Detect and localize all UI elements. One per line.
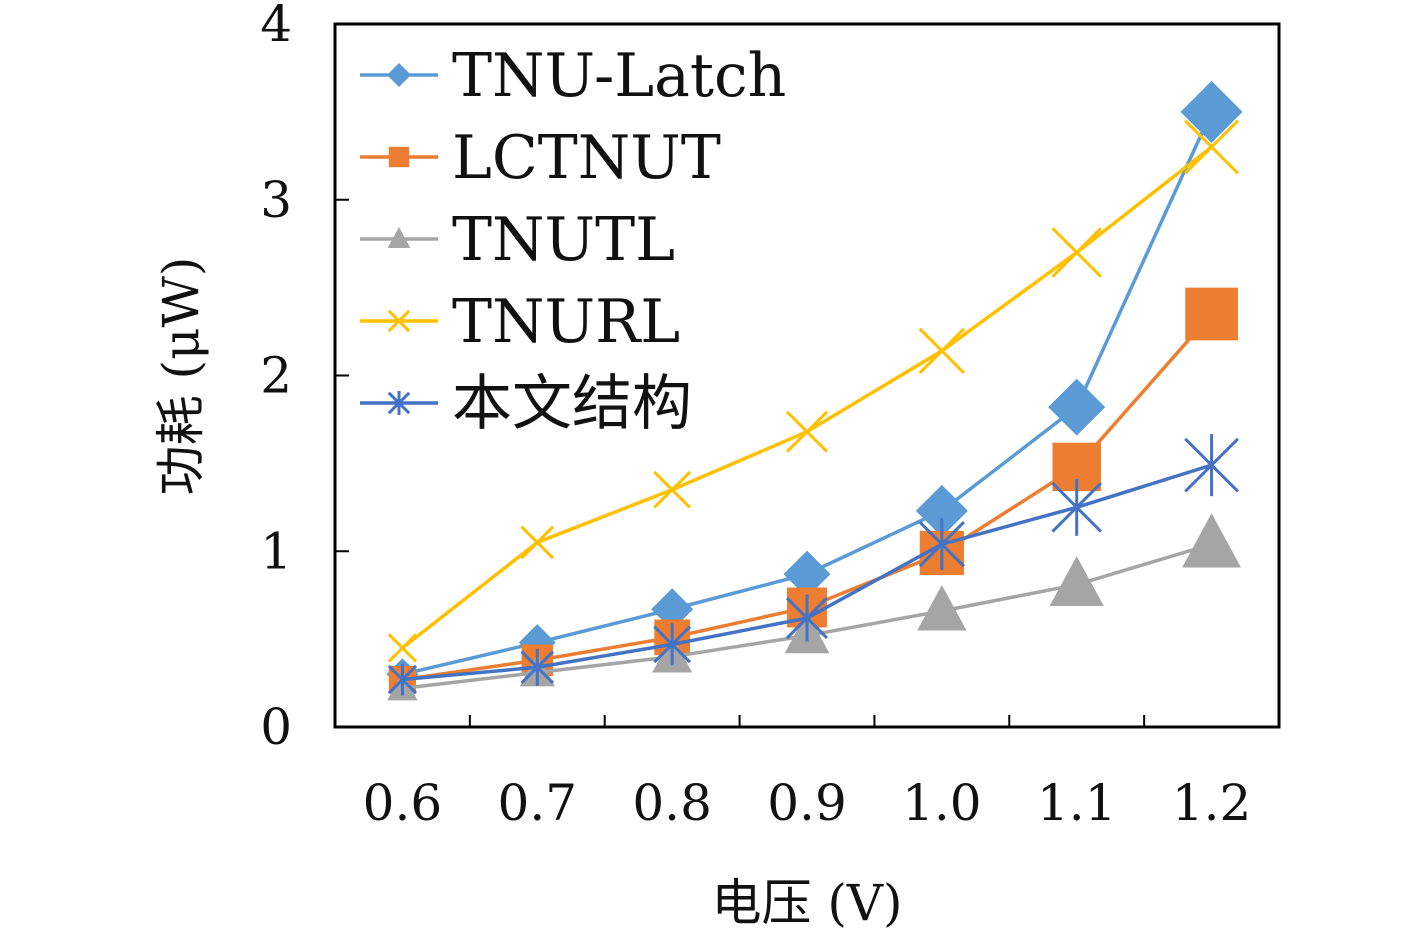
legend: TNU-Latch LCTNUT TNUTL TNURL 本文结构 <box>360 41 786 439</box>
data-point <box>520 525 555 560</box>
x-tick-label: 1.1 <box>1037 774 1117 832</box>
legend-label: 本文结构 <box>452 369 692 439</box>
x-tick-label: 0.9 <box>767 774 847 832</box>
legend-label: TNURL <box>452 287 680 357</box>
legend-label: TNU-Latch <box>452 41 786 111</box>
data-point <box>1184 119 1239 175</box>
x-tick-label: 0.7 <box>498 774 578 832</box>
data-point <box>1184 434 1239 497</box>
data-point <box>917 585 967 631</box>
x-tick-label: 1.2 <box>1172 774 1252 832</box>
y-tick-label: 4 <box>260 0 292 53</box>
legend-label: TNUTL <box>452 205 675 275</box>
data-point <box>1180 80 1243 143</box>
data-point <box>1185 287 1238 341</box>
legend-item: 本文结构 <box>360 369 692 439</box>
x-axis-title: 电压 (V) <box>711 874 902 932</box>
x-tick-label: 0.6 <box>363 774 443 832</box>
data-point <box>1051 227 1103 278</box>
y-tick-label: 1 <box>260 522 292 580</box>
data-point <box>915 484 968 537</box>
data-point <box>918 327 966 375</box>
data-point <box>1048 378 1106 436</box>
legend-item: TNU-Latch <box>360 41 786 111</box>
data-point <box>1051 478 1103 536</box>
legend-marker <box>387 227 411 248</box>
x-tick-label: 0.8 <box>632 774 712 832</box>
data-point <box>653 470 692 509</box>
y-tick-label: 0 <box>260 698 292 756</box>
legend-marker <box>387 63 411 87</box>
y-axis-ticks: 0 1 2 3 4 <box>260 0 349 756</box>
y-tick-label: 2 <box>260 347 292 405</box>
data-point <box>1049 556 1104 607</box>
legend-item: TNUTL <box>360 205 675 275</box>
legend-item: TNURL <box>360 287 680 357</box>
data-point <box>785 594 829 642</box>
data-point <box>918 518 966 571</box>
series-diamond <box>386 80 1243 691</box>
data-point <box>653 623 692 666</box>
series-x <box>387 119 1239 663</box>
legend-item: LCTNUT <box>360 123 721 193</box>
x-tick-label: 1.0 <box>902 774 982 832</box>
data-point <box>520 648 555 686</box>
y-axis-title: 功耗 (μW) <box>152 257 210 496</box>
data-point <box>785 410 829 453</box>
legend-marker <box>387 391 411 415</box>
x-axis-ticks: 0.6 0.7 0.8 0.9 1.0 1.1 1.2 <box>363 715 1252 832</box>
legend-marker <box>387 309 411 333</box>
y-tick-label: 3 <box>260 171 292 229</box>
series-asterisk <box>387 434 1239 696</box>
legend-marker <box>388 146 410 168</box>
legend-label: LCTNUT <box>452 123 721 193</box>
data-point <box>783 550 831 598</box>
data-point <box>1182 513 1242 568</box>
series-layer <box>386 80 1243 701</box>
data-point <box>387 663 418 696</box>
data-point <box>387 633 418 663</box>
